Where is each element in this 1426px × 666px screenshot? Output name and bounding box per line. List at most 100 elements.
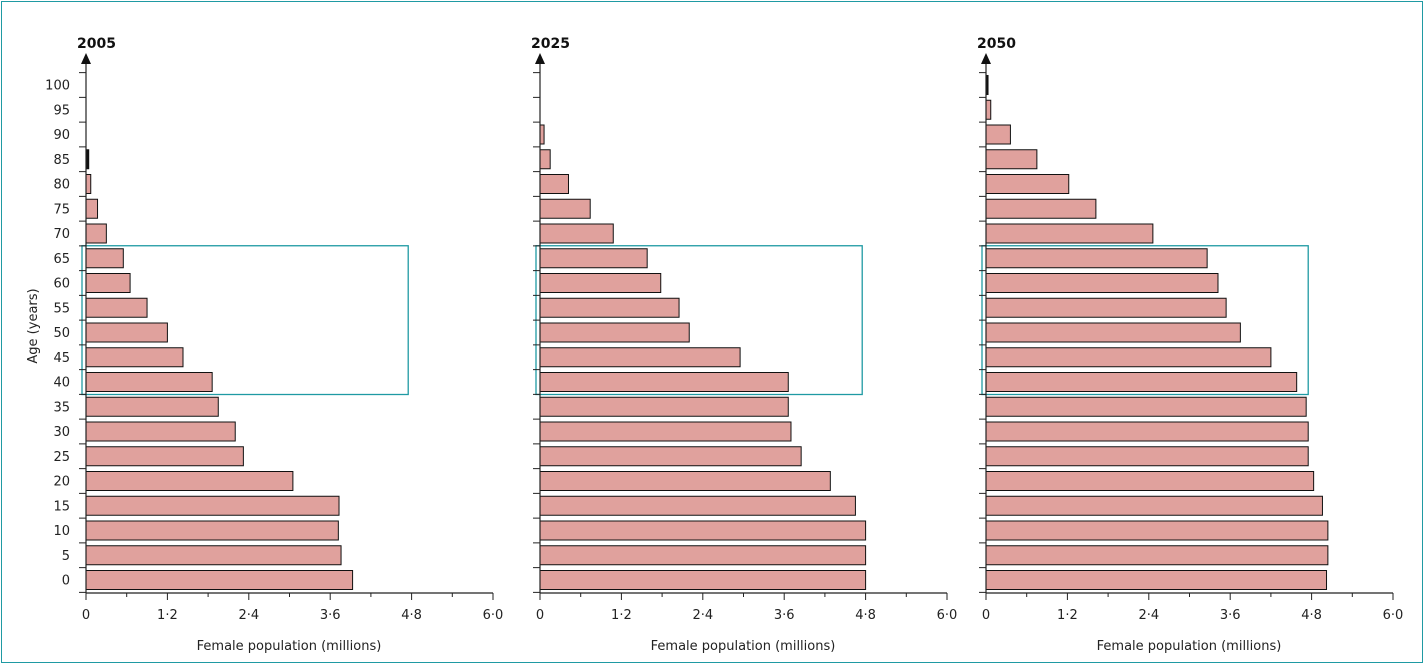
population-bar bbox=[539, 545, 867, 566]
population-bar bbox=[985, 520, 1329, 541]
population-bar bbox=[85, 372, 213, 392]
x-tick-label: 0 bbox=[82, 608, 90, 623]
age-tick-label: 5 bbox=[62, 549, 70, 564]
population-bar bbox=[985, 124, 1011, 145]
age-tick-label: 25 bbox=[53, 450, 70, 465]
x-tick-label: 2·4 bbox=[238, 608, 259, 623]
population-bar bbox=[85, 471, 294, 491]
x-tick-label: 6·0 bbox=[1383, 608, 1404, 623]
y-axis-arrow bbox=[535, 53, 545, 64]
age-tick-label: 75 bbox=[53, 202, 70, 217]
population-bar bbox=[985, 99, 992, 120]
population-bar bbox=[985, 322, 1241, 343]
panel-title: 2025 bbox=[531, 36, 570, 52]
population-bar bbox=[985, 396, 1307, 417]
population-bar bbox=[539, 495, 856, 516]
population-bar bbox=[539, 322, 690, 343]
population-bar bbox=[985, 198, 1097, 219]
y-axis-arrow bbox=[981, 53, 991, 64]
population-bar bbox=[539, 297, 680, 318]
y-axis-arrow bbox=[81, 53, 91, 64]
x-tick-label: 4·8 bbox=[1301, 608, 1322, 623]
x-tick-label: 0 bbox=[536, 608, 544, 623]
population-bar bbox=[539, 347, 741, 368]
age-tick-label: 65 bbox=[53, 252, 70, 267]
x-tick-label: 2·4 bbox=[1138, 608, 1159, 623]
population-bar bbox=[539, 273, 662, 293]
population-bar bbox=[539, 149, 551, 170]
population-bar bbox=[539, 174, 569, 194]
population-bar bbox=[85, 545, 342, 566]
population-bar bbox=[539, 520, 867, 541]
x-tick-label: 4·8 bbox=[855, 608, 876, 623]
population-bar bbox=[85, 421, 236, 442]
population-bar bbox=[985, 297, 1227, 318]
age-tick-label: 40 bbox=[53, 376, 70, 391]
x-tick-label: 3·6 bbox=[774, 608, 795, 623]
population-bar bbox=[539, 421, 792, 442]
population-bar bbox=[539, 471, 831, 491]
age-tick-label: 15 bbox=[53, 499, 70, 514]
population-bar bbox=[985, 545, 1329, 566]
x-axis-title: Female population (millions) bbox=[1097, 639, 1282, 654]
age-tick-label: 80 bbox=[53, 178, 70, 193]
population-bar bbox=[985, 372, 1298, 392]
age-tick-label: 95 bbox=[53, 103, 70, 118]
population-bar bbox=[985, 495, 1323, 516]
population-bar bbox=[85, 495, 340, 516]
population-bar bbox=[985, 273, 1219, 293]
age-tick-label: 100 bbox=[45, 79, 70, 94]
age-tick-label: 0 bbox=[62, 574, 70, 589]
x-tick-label: 4·8 bbox=[401, 608, 422, 623]
age-tick-label: 35 bbox=[53, 400, 70, 415]
population-bar bbox=[85, 396, 219, 417]
population-bar bbox=[85, 248, 124, 269]
x-axis-title: Female population (millions) bbox=[197, 639, 382, 654]
population-bar bbox=[539, 223, 614, 244]
population-bar bbox=[539, 124, 545, 145]
panel-title: 2050 bbox=[977, 36, 1016, 52]
x-tick-label: 6·0 bbox=[937, 608, 958, 623]
x-tick-label: 3·6 bbox=[1220, 608, 1241, 623]
population-bar bbox=[985, 471, 1315, 491]
population-bar bbox=[539, 198, 591, 219]
population-bar bbox=[539, 570, 867, 590]
population-bar bbox=[85, 297, 148, 318]
population-bar bbox=[85, 347, 184, 368]
population-bar bbox=[985, 347, 1272, 368]
age-tick-label: 20 bbox=[53, 475, 70, 490]
age-tick-label: 70 bbox=[53, 227, 70, 242]
population-bar bbox=[85, 198, 99, 219]
population-bar bbox=[985, 223, 1154, 244]
population-bar bbox=[985, 421, 1309, 442]
age-tick-label: 10 bbox=[53, 524, 70, 539]
age-tick-label: 55 bbox=[53, 301, 70, 316]
age-tick-label: 60 bbox=[53, 277, 70, 292]
population-bar bbox=[85, 273, 131, 293]
age-tick-label: 45 bbox=[53, 351, 70, 366]
age-tick-label: 30 bbox=[53, 425, 70, 440]
x-tick-label: 2·4 bbox=[692, 608, 713, 623]
population-bar bbox=[85, 520, 339, 541]
x-axis-title: Female population (millions) bbox=[651, 639, 836, 654]
population-bar bbox=[85, 174, 92, 194]
x-tick-label: 1·2 bbox=[611, 608, 632, 623]
age-tick-label: 85 bbox=[53, 153, 70, 168]
x-tick-label: 3·6 bbox=[320, 608, 341, 623]
x-tick-label: 1·2 bbox=[1057, 608, 1078, 623]
population-bar bbox=[985, 174, 1070, 194]
panel-title: 2005 bbox=[77, 36, 116, 52]
y-axis-title: Age (years) bbox=[26, 288, 41, 363]
population-bar bbox=[539, 248, 648, 269]
population-bar bbox=[539, 446, 802, 467]
age-tick-label: 50 bbox=[53, 326, 70, 341]
population-bar bbox=[985, 149, 1038, 170]
population-bar bbox=[85, 223, 107, 244]
population-bar bbox=[985, 570, 1328, 590]
x-tick-label: 1·2 bbox=[157, 608, 178, 623]
population-bar bbox=[85, 570, 354, 590]
population-bar bbox=[985, 446, 1309, 467]
population-bar bbox=[85, 446, 244, 467]
